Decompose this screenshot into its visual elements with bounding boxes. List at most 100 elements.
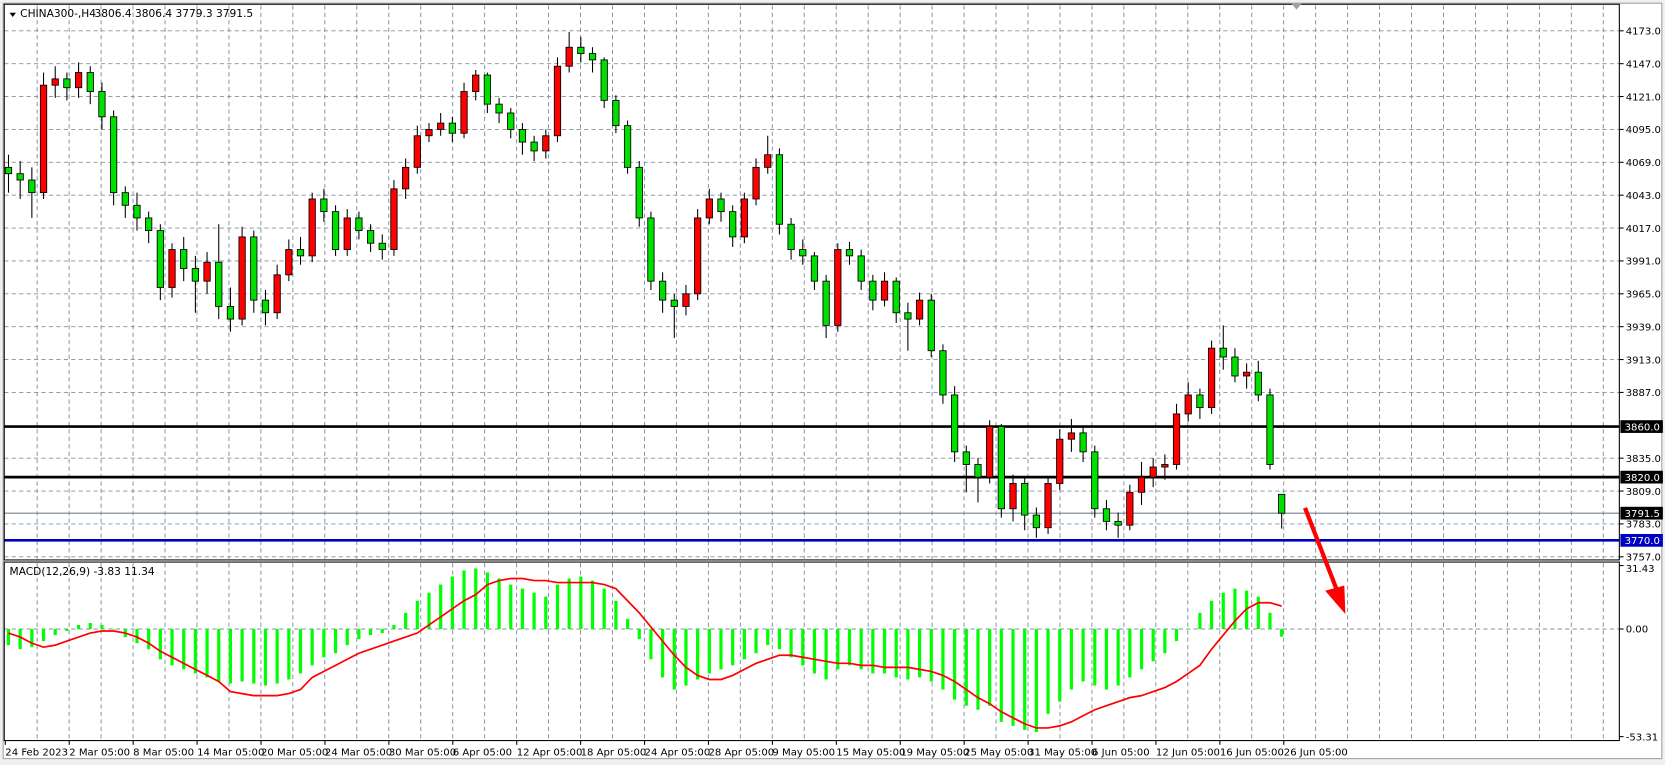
macd-histogram-bar: [555, 584, 560, 629]
candle-body-up: [425, 129, 433, 137]
candle: [16, 161, 24, 199]
candle: [273, 264, 281, 320]
candle: [191, 255, 199, 313]
candle-body-down: [1219, 347, 1227, 358]
chart-shift-marker-icon[interactable]: [1291, 3, 1302, 10]
macd-histogram-bar: [579, 576, 583, 629]
candle: [1149, 458, 1157, 488]
macd-histogram-bar: [894, 629, 898, 678]
macd-histogram-bar: [590, 580, 595, 629]
macd-signal-line: [8, 577, 1282, 729]
macd-histogram-bar: [53, 629, 57, 636]
macd-histogram-bar: [906, 629, 910, 680]
candle-body-up: [986, 426, 994, 478]
candle-body-up: [460, 91, 468, 134]
level-price-tag: [1620, 533, 1663, 547]
candle: [1196, 388, 1204, 419]
candle: [915, 292, 924, 326]
candle: [133, 192, 141, 231]
time-axis-label: 24 Mar 05:00: [325, 747, 392, 758]
candle-body-up: [168, 249, 176, 288]
macd-histogram-bar: [544, 596, 548, 629]
candle: [320, 188, 328, 222]
triangle-down-icon[interactable]: [9, 12, 16, 17]
candle-body-up: [1137, 476, 1146, 493]
candle: [1091, 445, 1099, 518]
candle-body-down: [962, 451, 970, 465]
macd-histogram-bar: [450, 576, 454, 629]
candle-body-up: [308, 198, 316, 257]
candle: [694, 209, 702, 301]
candle-body-up: [1126, 491, 1134, 526]
candle-body-down: [226, 306, 235, 320]
macd-histogram-bar: [427, 592, 431, 629]
macd-histogram-bar: [824, 629, 828, 680]
price-axis-label: 4147.0: [1626, 59, 1661, 70]
candle-body-down: [98, 91, 106, 118]
candle-body-down: [507, 112, 515, 130]
candle: [612, 95, 620, 134]
macd-histogram-bar: [345, 629, 349, 646]
candle: [331, 205, 340, 256]
candle-body-down: [355, 217, 363, 232]
macd-histogram-bar: [228, 629, 233, 684]
macd-histogram-bar: [1058, 629, 1062, 702]
candle: [180, 236, 188, 282]
macd-histogram-bar: [6, 629, 11, 646]
macd-histogram-bar: [1174, 629, 1179, 642]
candle: [717, 192, 725, 222]
time-axis-label: 12 Apr 05:00: [517, 747, 583, 758]
candle: [822, 274, 830, 339]
candle-body-up: [402, 166, 410, 190]
candle: [110, 110, 118, 206]
candle: [413, 125, 421, 174]
macd-histogram-bar: [18, 629, 22, 650]
candle-body-down: [951, 394, 959, 453]
time-axis-label: 8 Mar 05:00: [133, 747, 194, 758]
macd-histogram-bar: [1186, 629, 1190, 630]
candle-body-up: [39, 84, 48, 194]
macd-histogram-bar: [252, 629, 256, 684]
candle-body-down: [810, 255, 819, 282]
candle: [647, 211, 655, 291]
candle: [880, 272, 889, 307]
candle-body-up: [74, 72, 83, 89]
candle-body-down: [612, 99, 620, 127]
macd-histogram-bar: [871, 629, 875, 674]
macd-histogram-bar: [801, 629, 805, 666]
candle-body-up: [203, 261, 211, 282]
candle: [51, 66, 59, 98]
candle-body-down: [296, 249, 305, 257]
candle-body-down: [939, 350, 947, 396]
candle-body-down: [448, 122, 456, 134]
time-axis-label: 6 Jun 05:00: [1092, 747, 1150, 758]
price-axis-label: 3939.0: [1626, 322, 1661, 333]
candle-body-up: [51, 78, 59, 86]
time-axis-label: 18 Apr 05:00: [581, 747, 647, 758]
candle: [343, 209, 351, 256]
time-axis-label: 16 Jun 05:00: [1220, 747, 1284, 758]
candle-body-up: [1044, 483, 1052, 529]
macd-histogram-bar: [684, 629, 688, 686]
candle: [565, 32, 573, 73]
macd-histogram-bar: [789, 629, 793, 658]
candle: [98, 82, 106, 130]
candle: [1172, 403, 1181, 470]
candle: [857, 249, 865, 291]
macd-histogram-bar: [135, 629, 139, 644]
macd-histogram-bar: [754, 629, 758, 654]
macd-histogram-bar: [368, 629, 373, 636]
candle-body-down: [787, 223, 795, 250]
candle: [1067, 418, 1076, 452]
candle: [472, 70, 480, 101]
candle-body-down: [729, 211, 737, 238]
candle-body-up: [1243, 371, 1251, 377]
candle-body-up: [390, 188, 398, 250]
candle: [577, 37, 585, 63]
candle: [121, 186, 129, 218]
price-axis-label: 3887.0: [1626, 388, 1661, 399]
candle-body-down: [133, 204, 141, 219]
candle: [1207, 340, 1216, 414]
macd-histogram-bar: [100, 624, 104, 629]
